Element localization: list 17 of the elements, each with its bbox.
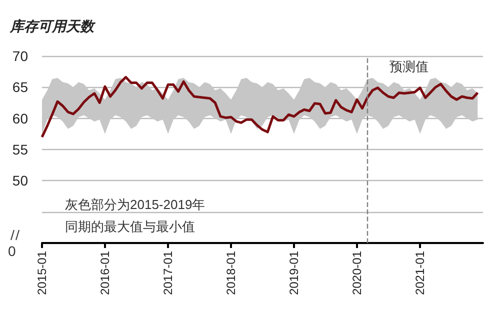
chart-title: 库存可用天数 (9, 18, 96, 34)
x-tick-label: 2019-01 (286, 250, 301, 296)
text: 0 (8, 243, 16, 259)
x-tick-label: 2021-01 (413, 250, 428, 296)
annotation: 同期的最大值与最小值 (65, 219, 195, 234)
x-tick-label: 2018-01 (224, 250, 238, 296)
x-tick-label: 2017-01 (161, 250, 176, 296)
y-tick-label: 60 (12, 110, 28, 126)
ref-line-label: 预测值 (389, 59, 428, 74)
x-tick-label: 2020-01 (350, 250, 364, 296)
x-tick-label: 2016-01 (98, 250, 112, 296)
y-tick-label: 70 (12, 48, 28, 64)
y-tick-label: 55 (12, 142, 28, 158)
y-tick-label: 50 (12, 172, 28, 189)
x-tick-label: 2015-01 (35, 250, 49, 296)
annotation: 灰色部分为2015-2019年 (65, 197, 206, 212)
y-tick-label: 65 (12, 79, 28, 96)
